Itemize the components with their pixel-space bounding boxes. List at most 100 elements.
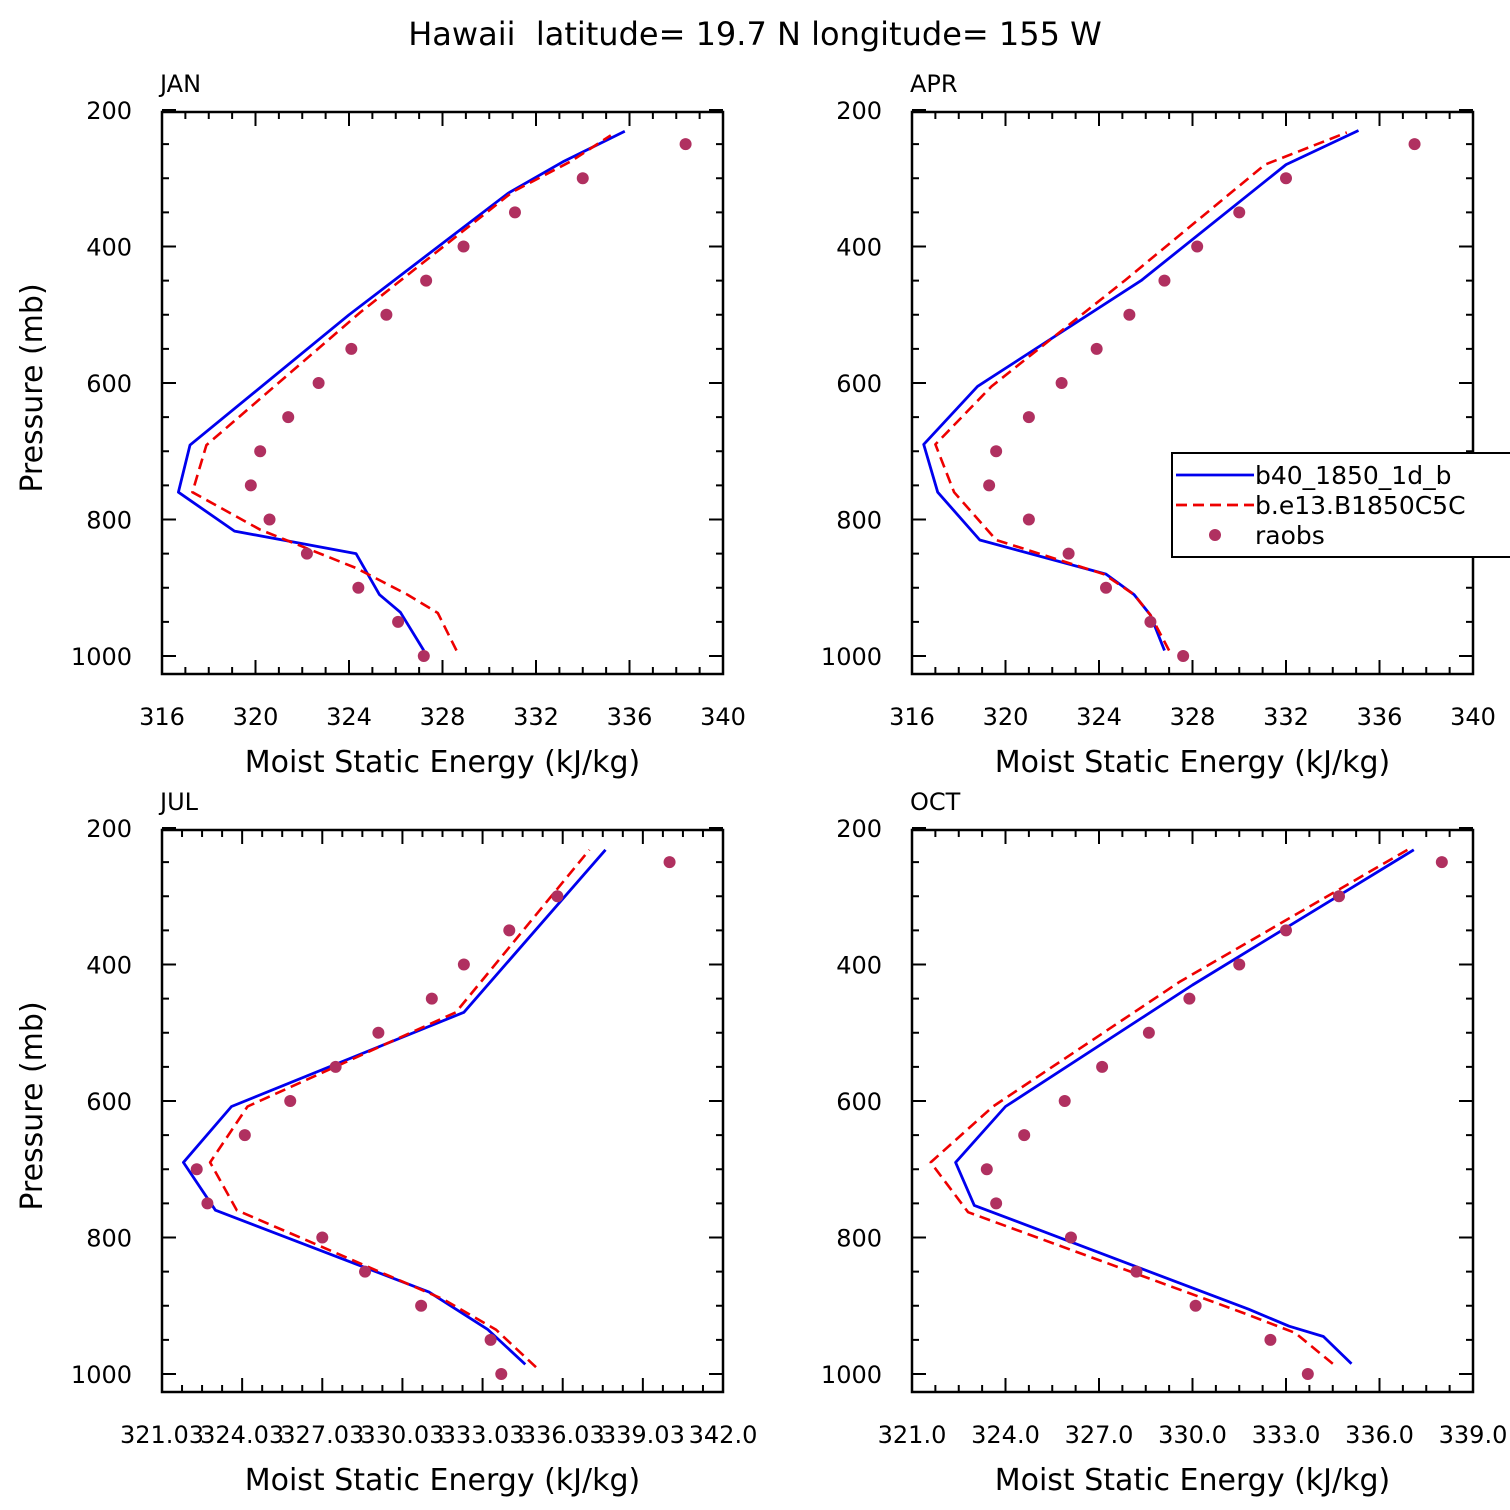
x-tick-label: 324.0 xyxy=(971,1421,1040,1449)
x-tick-label: 321.03 xyxy=(120,1421,204,1449)
raobs-point xyxy=(1158,274,1171,287)
raobs-point xyxy=(1058,1095,1071,1107)
x-tick-label: 327.03 xyxy=(280,1421,364,1449)
raobs-point xyxy=(1018,1129,1031,1142)
x-tick-label: 340 xyxy=(700,703,746,731)
series-group-apr xyxy=(922,129,1421,662)
y-tick-label: 400 xyxy=(86,234,132,262)
raobs-point xyxy=(359,1265,372,1278)
x-tick-label: 316 xyxy=(889,703,935,731)
raobs-point xyxy=(1022,513,1035,526)
y-tick-label: 1000 xyxy=(71,1361,132,1389)
raobs-point xyxy=(238,1129,251,1142)
series-group-jan xyxy=(176,129,692,662)
raobs-point xyxy=(1123,308,1136,321)
x-axis-label: Moist Static Energy (kJ/kg) xyxy=(995,745,1391,780)
raobs-point xyxy=(345,342,358,355)
panel-label-jul: JUL xyxy=(158,788,199,816)
x-tick-label: 324 xyxy=(1076,703,1122,731)
x-tick-label: 336 xyxy=(1357,703,1403,731)
raobs-point xyxy=(300,547,313,560)
panel-jan: JAN 200 400 600 800 1000 316 320 324 328 332 336 340… xyxy=(15,70,746,780)
raobs-point xyxy=(1264,1333,1277,1346)
y-tick-label: 200 xyxy=(86,815,132,843)
x-tick-label: 328 xyxy=(420,703,466,731)
raobs-point xyxy=(980,1163,993,1176)
y-tick-label: 1000 xyxy=(821,643,882,671)
raobs-point xyxy=(1096,1060,1109,1073)
y-tick-label: 600 xyxy=(836,1088,882,1116)
raobs-point xyxy=(457,958,470,971)
x-tick-label: 320 xyxy=(983,703,1029,731)
x-tick-label: 320 xyxy=(233,703,279,731)
raobs-point xyxy=(990,445,1003,458)
series-line-b40-1850-1d-b xyxy=(954,848,1415,1365)
raobs-point xyxy=(1090,342,1103,355)
series-line-b40-1850-1d-b xyxy=(176,129,626,652)
x-tick-label: 339.03 xyxy=(601,1421,685,1449)
panel-oct: OCT 200 400 600 800 1000 321.0 324.0 327.0 330.0 3… xyxy=(821,788,1507,1498)
y-tick-label: 400 xyxy=(836,952,882,980)
x-tick-label: 330.03 xyxy=(360,1421,444,1449)
x-tick-label: 332 xyxy=(1263,703,1309,731)
series-line-b-e13-b1850c5c xyxy=(929,848,1409,1365)
plot-frame-jan xyxy=(160,110,725,676)
y-tick-label: 600 xyxy=(86,1088,132,1116)
raobs-point xyxy=(1130,1265,1143,1278)
y-tick-label: 200 xyxy=(836,97,882,125)
legend-marker-raobs xyxy=(1209,529,1221,541)
y-tick-label: 600 xyxy=(836,370,882,398)
raobs-point xyxy=(316,1231,329,1244)
raobs-point xyxy=(1189,1299,1202,1312)
raobs-point xyxy=(190,1163,203,1176)
y-tick-label: 800 xyxy=(86,1225,132,1253)
raobs-point xyxy=(1233,958,1246,971)
x-tick-label: 328 xyxy=(1170,703,1216,731)
x-tick-label: 336.0 xyxy=(1345,1421,1414,1449)
x-axis-label: Moist Static Energy (kJ/kg) xyxy=(245,1463,641,1498)
raobs-point xyxy=(457,240,470,253)
y-tick-label: 200 xyxy=(836,815,882,843)
legend-label: raobs xyxy=(1255,521,1325,550)
x-tick-label: 342.0 xyxy=(689,1421,758,1449)
raobs-point xyxy=(284,1095,297,1107)
raobs-point xyxy=(392,615,405,628)
raobs-point xyxy=(990,1197,1003,1210)
raobs-point xyxy=(508,206,521,219)
raobs-point xyxy=(1280,172,1292,185)
raobs-point xyxy=(201,1197,214,1210)
x-tick-label: 327.0 xyxy=(1065,1421,1134,1449)
y-tick-label: 800 xyxy=(836,507,882,535)
series-line-b40-1850-1d-b xyxy=(922,129,1360,652)
raobs-point xyxy=(1435,856,1448,869)
x-tick-label: 333.0 xyxy=(1252,1421,1321,1449)
raobs-point xyxy=(1022,411,1035,424)
y-tick-label: 400 xyxy=(86,952,132,980)
y-tick-label: 400 xyxy=(836,234,882,262)
legend-label: b40_1850_1d_b xyxy=(1255,461,1451,490)
raobs-point xyxy=(1408,138,1421,151)
x-tick-label: 333.03 xyxy=(441,1421,525,1449)
y-axis-label: Pressure (mb) xyxy=(15,1001,50,1210)
raobs-point xyxy=(551,890,564,903)
series-line-b-e13-b1850c5c xyxy=(208,848,591,1369)
raobs-point xyxy=(1332,890,1345,903)
raobs-point xyxy=(1144,615,1157,628)
raobs-point xyxy=(1142,1026,1155,1039)
x-tick-label: 332 xyxy=(513,703,559,731)
raobs-point xyxy=(1177,650,1190,662)
figure-title: Hawaii latitude= 19.7 N longitude= 155 W xyxy=(408,15,1102,53)
panels: JAN 200 400 600 800 1000 316 320 324 328 332 336 340… xyxy=(15,70,1510,1498)
raobs-point xyxy=(425,992,438,1005)
y-tick-label: 200 xyxy=(86,97,132,125)
raobs-point xyxy=(372,1026,385,1039)
x-axis-label: Moist Static Energy (kJ/kg) xyxy=(995,1463,1391,1498)
x-tick-label: 324 xyxy=(326,703,372,731)
raobs-point xyxy=(1100,581,1113,594)
raobs-point xyxy=(663,856,676,869)
panel-label-oct: OCT xyxy=(910,788,961,816)
raobs-point xyxy=(679,138,692,151)
raobs-point xyxy=(352,581,365,594)
series-line-b-e13-b1850c5c xyxy=(191,134,612,652)
